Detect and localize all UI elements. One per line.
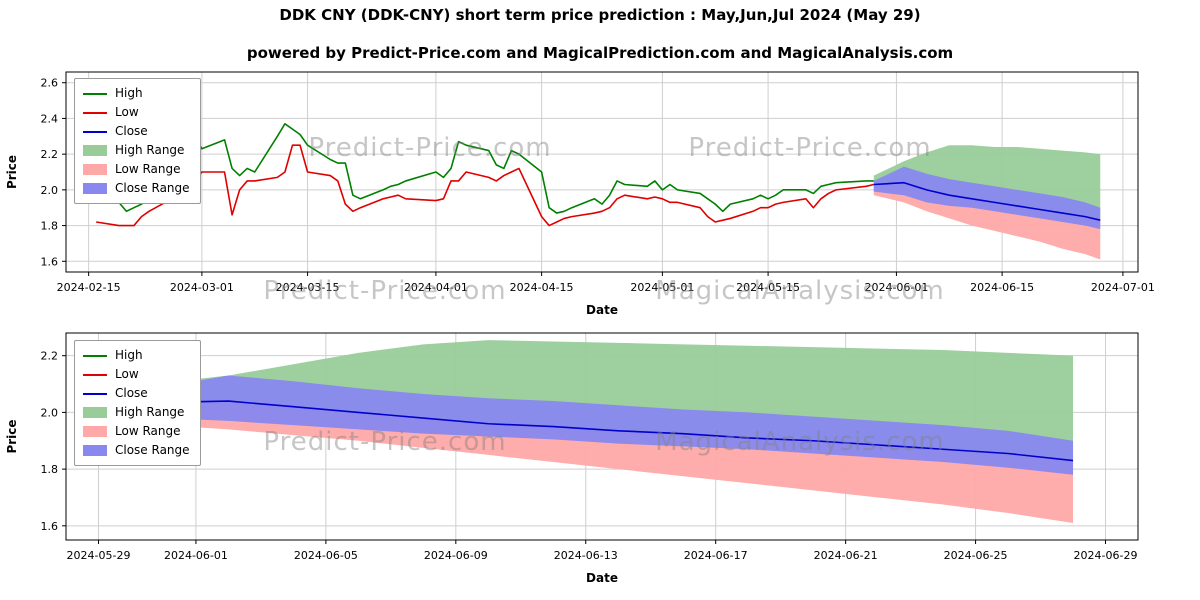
plot-frame — [65, 332, 1139, 541]
series-close — [873, 181, 1101, 221]
tick-label-x: 2024-05-01 — [630, 281, 694, 294]
tick-label-y: 2.4 — [41, 112, 59, 125]
tick-label-y: 1.8 — [41, 220, 59, 233]
legend-item-high: High — [83, 84, 190, 103]
legend-label: Low — [115, 105, 139, 119]
legend-swatch — [83, 92, 107, 95]
legend-label: Close — [115, 124, 148, 138]
price-forecast-chart: 1.6 1.8 2.0 2.2 2024-05-29 2024-06-01 2024-06-… — [5, 332, 1139, 585]
plot-frame — [65, 71, 1139, 273]
x-axis-label: Date — [586, 571, 618, 585]
tick-label-y: 2.2 — [41, 350, 59, 363]
legend-swatch — [83, 130, 107, 133]
tick-label-x: 2024-06-01 — [164, 549, 228, 562]
band-close-range — [98, 375, 1074, 475]
legend-swatch — [83, 183, 107, 194]
legend-swatch — [83, 354, 107, 357]
legend-label: High — [115, 348, 143, 362]
legend-swatch — [83, 111, 107, 114]
y-axis-label: Price — [5, 419, 19, 453]
tick-label-x: 2024-07-01 — [1091, 281, 1155, 294]
tick-label-x: 2024-06-13 — [554, 549, 618, 562]
legend-item-low-range: Low Range — [83, 422, 190, 441]
legend-item-close-range: Close Range — [83, 179, 190, 198]
tick-label-y: 1.6 — [41, 255, 59, 268]
tick-label-x: 2024-02-15 — [57, 281, 121, 294]
tick-label-y: 2.0 — [41, 184, 59, 197]
tick-label-y: 1.8 — [41, 463, 59, 476]
legend-item-high-range: High Range — [83, 141, 190, 160]
page-title: DDK CNY (DDK-CNY) short term price predi… — [279, 6, 921, 24]
legend-item-low-range: Low Range — [83, 160, 190, 179]
tick-label-x: 2024-03-15 — [276, 281, 340, 294]
tick-label-x: 2024-06-09 — [424, 549, 488, 562]
legend-swatch — [83, 145, 107, 156]
tick-label-x: 2024-05-29 — [67, 549, 131, 562]
legend-label: High Range — [115, 405, 185, 419]
legend-label: Low — [115, 367, 139, 381]
price-history-chart: 1.6 1.8 2.0 2.2 2.4 2.6 2024-02-15 2024-03-01 20… — [5, 71, 1155, 317]
legend-label: Close — [115, 386, 148, 400]
tick-label-x: 2024-05-15 — [736, 281, 800, 294]
legend-label: High — [115, 86, 143, 100]
tick-label-x: 2024-06-21 — [814, 549, 878, 562]
tick-label-y: 2.0 — [41, 406, 59, 419]
series-high — [95, 82, 874, 214]
tick-label-y: 2.2 — [41, 148, 59, 161]
tick-label-y: 2.6 — [41, 77, 59, 90]
legend-top: High Low Close High Range Low Range Close Ran… — [74, 78, 201, 204]
band-close-range — [873, 166, 1101, 230]
tick-label-x: 2024-03-01 — [170, 281, 234, 294]
tick-label-x: 2024-06-17 — [684, 549, 748, 562]
legend-label: Close Range — [115, 443, 190, 457]
legend-item-high-range: High Range — [83, 403, 190, 422]
legend-swatch — [83, 373, 107, 376]
y-axis-label: Price — [5, 155, 19, 189]
tick-label-x: 2024-06-29 — [1074, 549, 1138, 562]
series-close — [98, 400, 1074, 462]
legend-item-close: Close — [83, 122, 190, 141]
x-axis-label: Date — [586, 303, 618, 317]
legend-swatch — [83, 164, 107, 175]
tick-label-x: 2024-06-05 — [294, 549, 358, 562]
legend-item-close-range: Close Range — [83, 441, 190, 460]
legend-item-high: High — [83, 346, 190, 365]
series-low — [96, 144, 874, 227]
legend-swatch — [83, 392, 107, 395]
tick-label-x: 2024-06-25 — [944, 549, 1008, 562]
tick-label-x: 2024-04-01 — [404, 281, 468, 294]
page-subtitle: powered by Predict-Price.com and Magical… — [246, 44, 954, 62]
legend-swatch — [83, 426, 107, 437]
legend-bottom: High Low Close High Range Low Range Close Ran… — [74, 340, 201, 466]
legend-label: Low Range — [115, 424, 181, 438]
tick-label-x: 2024-06-01 — [864, 281, 928, 294]
tick-label-x: 2024-04-15 — [510, 281, 574, 294]
tick-label-x: 2024-06-15 — [970, 281, 1034, 294]
legend-label: Low Range — [115, 162, 181, 176]
legend-item-low: Low — [83, 103, 190, 122]
legend-swatch — [83, 445, 107, 456]
legend-label: High Range — [115, 143, 185, 157]
legend-item-close: Close — [83, 384, 190, 403]
tick-label-y: 1.6 — [41, 520, 59, 533]
legend-item-low: Low — [83, 365, 190, 384]
band-low-range — [98, 401, 1074, 523]
legend-label: Close Range — [115, 181, 190, 195]
legend-swatch — [83, 407, 107, 418]
